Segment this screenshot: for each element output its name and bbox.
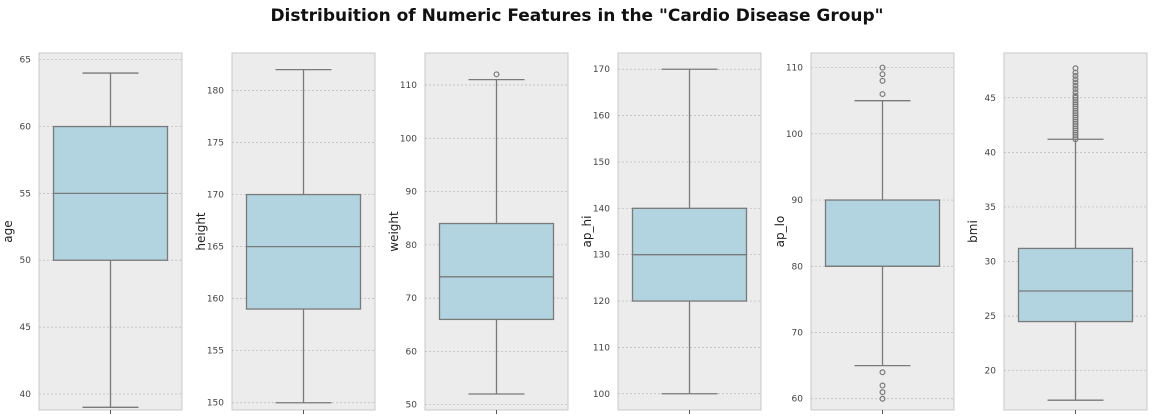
outlier-point	[493, 71, 500, 78]
outlier-point	[1072, 82, 1079, 89]
y-tick-label: 160	[593, 112, 610, 122]
outlier-point	[1072, 92, 1079, 99]
y-tick-label: 80	[406, 241, 418, 251]
outlier-point	[879, 71, 886, 78]
y-tick-label: 20	[985, 367, 997, 377]
box	[1017, 247, 1134, 323]
y-tick-label: 40	[985, 148, 997, 158]
box	[438, 222, 555, 321]
y-tick-label: 70	[792, 329, 804, 339]
y-tick-label: 120	[593, 297, 610, 307]
y-tick-label: 160	[207, 295, 224, 305]
y-tick-label: 175	[207, 139, 224, 149]
y-tick-label: 40	[20, 390, 32, 400]
y-tick-label: 100	[400, 134, 417, 144]
y-tick-label: 80	[792, 262, 804, 272]
outlier-point	[879, 91, 886, 98]
outlier-point	[1072, 65, 1079, 72]
y-axis-label: bmi	[966, 220, 980, 243]
outlier-point	[1072, 86, 1079, 93]
y-tick-label: 55	[20, 189, 31, 199]
y-axis-label: age	[1, 220, 15, 242]
y-tick-label: 165	[207, 243, 224, 253]
outlier-point	[1072, 76, 1079, 83]
outlier-point	[1072, 94, 1079, 101]
outlier-point	[879, 382, 886, 389]
y-tick-label: 150	[207, 399, 224, 409]
y-tick-label: 170	[207, 191, 224, 201]
chart-title: Distribuition of Numeric Features in the…	[270, 6, 884, 26]
box	[824, 199, 941, 267]
y-tick-label: 65	[20, 56, 31, 66]
y-axis-label: weight	[387, 211, 401, 252]
y-tick-label: 50	[406, 401, 418, 411]
y-tick-label: 110	[593, 343, 610, 353]
y-tick-label: 150	[593, 158, 610, 168]
outlier-point	[879, 77, 886, 84]
y-tick-label: 45	[985, 94, 996, 104]
y-axis-label: ap_lo	[773, 216, 787, 248]
y-tick-label: 90	[792, 196, 804, 206]
y-axis-label: height	[194, 212, 208, 251]
y-tick-label: 170	[593, 65, 610, 75]
y-tick-label: 25	[985, 312, 996, 322]
y-tick-label: 130	[593, 251, 610, 261]
outlier-point	[1072, 79, 1079, 86]
y-tick-label: 140	[593, 204, 610, 214]
outlier-point	[879, 389, 886, 396]
y-tick-label: 60	[406, 347, 418, 357]
outlier-point	[1072, 89, 1079, 96]
y-tick-label: 35	[985, 203, 996, 213]
box	[245, 193, 362, 310]
y-tick-label: 30	[985, 258, 997, 268]
outlier-point	[879, 64, 886, 71]
y-tick-label: 90	[406, 188, 418, 198]
outlier-point	[879, 395, 886, 402]
y-tick-label: 60	[20, 123, 32, 133]
y-tick-label: 70	[406, 294, 418, 304]
y-tick-label: 60	[792, 395, 804, 405]
outlier-point	[879, 369, 886, 376]
y-tick-label: 155	[207, 347, 224, 357]
y-tick-label: 100	[593, 390, 610, 400]
y-tick-label: 180	[207, 86, 224, 96]
y-tick-label: 100	[786, 130, 803, 140]
y-tick-label: 45	[20, 323, 31, 333]
y-axis-label: ap_hi	[580, 216, 594, 248]
y-tick-label: 110	[400, 81, 417, 91]
y-tick-label: 50	[20, 256, 32, 266]
outlier-point	[1072, 72, 1079, 79]
y-tick-label: 110	[786, 64, 803, 74]
